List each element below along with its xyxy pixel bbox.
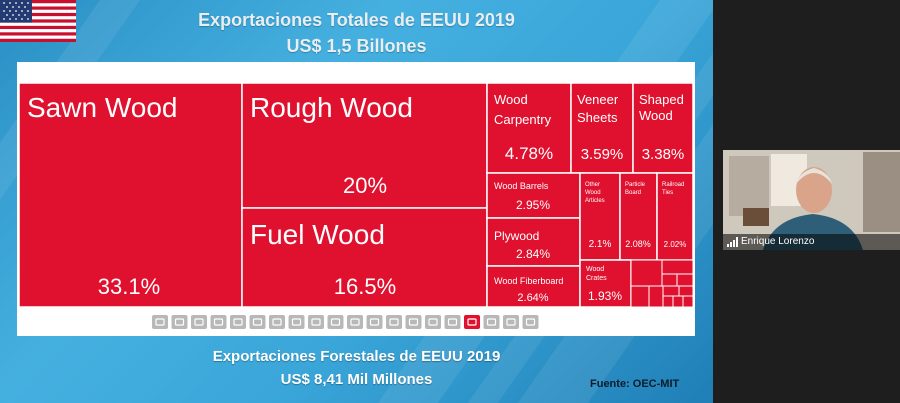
treemap-svg: Sawn Wood 33.1% Rough Wood 20% Fuel Wood 16.5… — [18, 82, 694, 329]
treemap-cell-wood-barrels[interactable] — [486, 172, 581, 219]
treemap-small-cell[interactable] — [662, 285, 680, 297]
treemap-value-other-wood-articles: 2.1% — [589, 239, 612, 250]
treemap-value-wood-barrels: 2.95% — [516, 198, 550, 212]
treemap-cell-other-wood-articles[interactable] — [579, 172, 621, 261]
us-flag-icon — [0, 0, 76, 42]
cube-icon[interactable] — [288, 315, 305, 329]
shirt-icon[interactable] — [386, 315, 402, 329]
participant-video-tile[interactable]: Enrique Lorenzo — [723, 150, 900, 250]
treemap-label-other-wood-articles: Other Wood Articles — [585, 182, 605, 204]
treemap-cell-sawn-wood[interactable] — [18, 82, 243, 308]
treemap-value-wood-carpentry: 4.78% — [505, 144, 553, 163]
treemap-label-shaped-wood: Shaped Wood — [639, 92, 684, 123]
car-icon[interactable] — [327, 315, 344, 329]
treemap-label-railroad-ties: Railroad Ties — [662, 182, 684, 196]
treemap-cell-wood-crates[interactable] — [579, 259, 632, 308]
treemap-label-rough-wood: Rough Wood — [250, 92, 413, 123]
gem-icon[interactable] — [308, 315, 324, 329]
slide-subtitle: US$ 1,5 Billones — [286, 36, 427, 56]
treemap-label-plywood: Plywood — [494, 229, 539, 243]
treemap-small-cell[interactable] — [672, 295, 684, 308]
treemap-label-fuel-wood: Fuel Wood — [250, 219, 385, 250]
slide-caption: Exportaciones Forestales de EEUU 2019 — [212, 348, 501, 365]
treemap-cell-fuel-wood[interactable] — [241, 207, 488, 308]
wood-icon[interactable] — [464, 315, 480, 329]
bottle-icon[interactable] — [191, 315, 207, 329]
flask-icon[interactable] — [210, 315, 227, 329]
treemap-small-cell[interactable] — [630, 285, 650, 308]
treemap-value-fuel-wood: 16.5% — [334, 274, 396, 299]
box-icon[interactable] — [405, 315, 422, 329]
treemap-chart: Sawn Wood 33.1% Rough Wood 20% Fuel Wood 16.5… — [17, 62, 695, 336]
treemap-value-veneer-sheets: 3.59% — [581, 146, 624, 163]
treemap-value-particle-board: 2.08% — [625, 239, 651, 249]
treemap-small-cell[interactable] — [682, 295, 694, 308]
treemap-small-cell[interactable] — [648, 285, 664, 308]
gear-icon[interactable] — [152, 315, 168, 329]
sofa-icon[interactable] — [347, 315, 363, 329]
plant-icon[interactable] — [249, 315, 266, 329]
treemap-label-wood-barrels: Wood Barrels — [494, 181, 549, 191]
slide-title: Exportaciones Totales de EEUU 2019 — [198, 10, 515, 30]
slide-caption-total: US$ 8,41 Mil Millones — [280, 371, 433, 388]
treemap-label-wood-crates: Wood Crates — [586, 266, 607, 282]
treemap-cell-railroad-ties[interactable] — [656, 172, 694, 261]
treemap-small-cell[interactable] — [630, 259, 663, 287]
treemap-cell-wood-carpentry[interactable] — [486, 82, 572, 174]
treemap-small-cell[interactable] — [678, 285, 694, 297]
treemap-cell-rough-wood[interactable] — [241, 82, 488, 209]
treemap-value-shaped-wood: 3.38% — [642, 146, 685, 163]
treemap-label-wood-carpentry: Wood Carpentry — [494, 92, 552, 127]
ship-icon[interactable] — [522, 315, 539, 329]
bus-icon[interactable] — [444, 315, 461, 329]
treemap-small-cell[interactable] — [661, 273, 678, 287]
gauge-icon[interactable] — [230, 315, 246, 329]
tray-icon[interactable] — [269, 315, 285, 329]
hammer-icon[interactable] — [171, 315, 188, 329]
treemap-small-cell[interactable] — [661, 259, 694, 275]
source-note: Fuente: OEC-MIT — [590, 378, 680, 390]
treemap-value-rough-wood: 20% — [343, 173, 387, 198]
grid-icon[interactable] — [483, 315, 500, 329]
treemap-cell-particle-board[interactable] — [619, 172, 658, 261]
clipboard-icon[interactable] — [366, 315, 383, 329]
treemap-value-sawn-wood: 33.1% — [98, 274, 160, 299]
treemap-label-sawn-wood: Sawn Wood — [27, 92, 177, 123]
treemap-value-wood-fiberboard: 2.64% — [517, 292, 548, 304]
cylinder-icon[interactable] — [503, 315, 519, 329]
treemap-label-wood-fiberboard: Wood Fiberboard — [494, 276, 563, 286]
treemap-value-plywood: 2.84% — [516, 247, 550, 261]
participant-video-feed — [723, 150, 900, 250]
signal-strength-icon — [727, 237, 738, 247]
treemap-label-veneer-sheets: Veneer Sheets — [577, 92, 619, 125]
treemap-small-cell[interactable] — [676, 273, 694, 287]
treemap-small-cell[interactable] — [662, 295, 674, 308]
treemap-value-wood-crates: 1.93% — [588, 289, 622, 303]
participant-name: Enrique Lorenzo — [741, 236, 815, 247]
participant-name-bar: Enrique Lorenzo — [723, 234, 900, 250]
presentation-slide: Exportaciones Totales de EEUU 2019 US$ 1… — [0, 0, 713, 403]
drop-icon[interactable] — [425, 315, 441, 329]
treemap-label-particle-board: Particle Board — [625, 182, 646, 196]
treemap-cell-veneer-sheets[interactable] — [570, 82, 634, 174]
treemap-cell-shaped-wood[interactable] — [632, 82, 694, 174]
treemap-value-railroad-ties: 2.02% — [664, 240, 687, 249]
